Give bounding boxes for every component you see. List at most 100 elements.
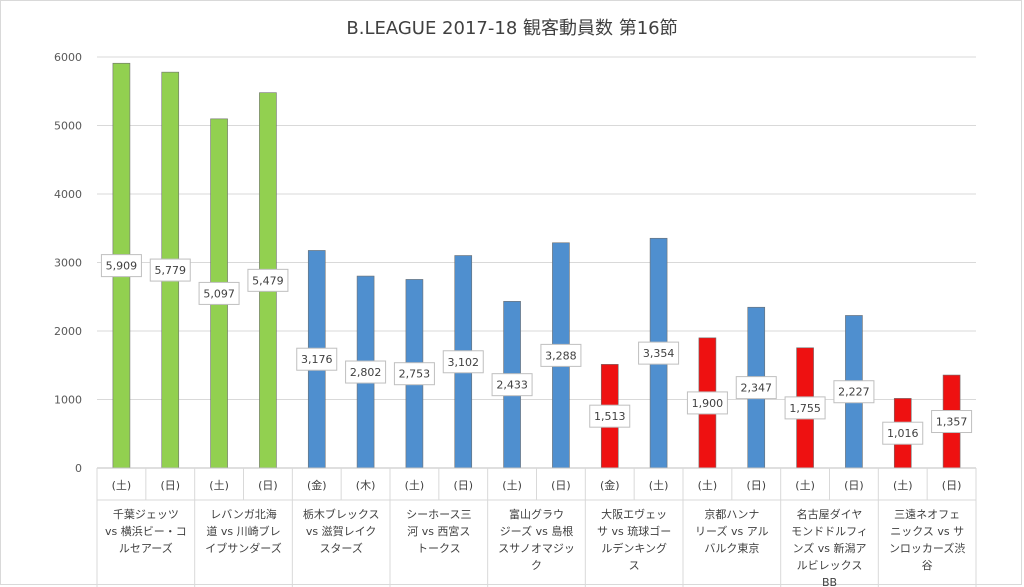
- x-matchup-label: サ vs 琉球ゴー: [597, 524, 671, 538]
- x-matchup-label: ジーズ vs 島根: [500, 524, 574, 538]
- data-label: 3,176: [301, 353, 333, 366]
- data-label-box: [198, 281, 240, 305]
- data-label-box: [296, 347, 338, 371]
- data-label-box: [882, 421, 924, 445]
- x-day-label: (日): [844, 479, 864, 492]
- x-day-label: (日): [258, 479, 278, 492]
- x-day-label: (日): [453, 479, 473, 492]
- data-label: 2,802: [350, 366, 382, 379]
- x-matchup-label: 富山グラウ: [509, 507, 564, 521]
- data-label-box: [735, 376, 777, 400]
- data-label: 5,779: [155, 264, 187, 277]
- data-label: 2,433: [496, 379, 528, 392]
- x-matchup-label: リーズ vs アル: [695, 524, 769, 538]
- bars: [112, 62, 961, 469]
- data-label: 1,900: [692, 397, 724, 410]
- x-day-label: (土): [893, 479, 913, 492]
- data-label-box: [540, 343, 582, 367]
- y-tick-label: 2000: [54, 325, 82, 338]
- x-matchup-label: ニックス vs サ: [890, 525, 964, 538]
- data-label-box: [149, 258, 191, 282]
- x-day-label: (日): [551, 479, 571, 492]
- data-label: 2,227: [838, 386, 870, 399]
- x-matchup-label: 道 vs 川崎ブレ: [206, 524, 280, 538]
- data-labels: 5,909 5,779 5,097 5,479 3,176 2,802 2,753 3,102…: [100, 254, 973, 445]
- y-tick-label: 5000: [54, 120, 82, 133]
- data-label: 3,354: [643, 347, 675, 360]
- x-matchup-label: スサノオマジッ: [498, 542, 575, 555]
- data-label: 1,513: [594, 410, 626, 423]
- y-tick-label: 3000: [54, 257, 82, 270]
- x-day-label: (土): [112, 479, 132, 492]
- data-label: 3,288: [545, 349, 577, 362]
- data-label-box: [442, 350, 484, 374]
- x-matchup-label: 名古屋ダイヤ: [797, 507, 863, 521]
- x-day-label: (土): [698, 479, 718, 492]
- x-matchup-label: シーホース三: [406, 508, 471, 521]
- data-label: 2,347: [741, 382, 773, 395]
- x-matchup-label: 千葉ジェッツ: [113, 507, 179, 521]
- x-day-label: (土): [209, 479, 229, 492]
- x-matchup-label: レバンガ北海: [210, 507, 277, 521]
- x-matchup-label: ンズ vs 新潟ア: [792, 541, 866, 555]
- data-label-box: [638, 341, 680, 365]
- y-tick-label: 6000: [54, 51, 82, 64]
- data-label-box: [247, 268, 289, 292]
- x-matchup-label: トークス: [417, 542, 461, 555]
- x-matchup-label: ルビレックス: [797, 559, 863, 572]
- data-label: 1,357: [936, 416, 968, 429]
- data-label-box: [784, 396, 826, 420]
- x-day-label: (金): [307, 478, 327, 492]
- data-label-box: [345, 360, 387, 384]
- x-matchup-label: バルク東京: [704, 541, 759, 555]
- x-day-label: (土): [649, 479, 669, 492]
- data-label-box: [100, 254, 142, 278]
- y-tick-label: 0: [75, 462, 82, 475]
- gridlines: [97, 56, 976, 469]
- x-matchup-label: イブサンダーズ: [205, 541, 281, 555]
- x-matchup-label: BB: [822, 576, 837, 587]
- x-matchup-label: 京都ハンナ: [704, 507, 759, 521]
- x-matchup-label: 栃木ブレックス: [303, 507, 380, 521]
- data-label-box: [589, 404, 631, 428]
- x-matchup-label: 河 vs 西宮ス: [407, 524, 470, 538]
- x-axis: (土) (日) (土) (日) (金) (木) (土) (日) (土) (日) (金) (土) (土) (…: [96, 467, 977, 587]
- x-day-label: (金): [600, 478, 620, 492]
- x-day-label: (土): [405, 479, 425, 492]
- y-axis: 0 1000 2000 3000 4000 5000 6000: [54, 51, 82, 475]
- x-matchup-label: vs 横浜ビー・コ: [105, 524, 187, 538]
- data-label: 2,753: [399, 368, 431, 381]
- x-matchup-label: ルセアーズ: [119, 541, 173, 555]
- y-tick-label: 4000: [54, 188, 82, 201]
- data-label-box: [833, 380, 875, 404]
- x-day-label: (日): [942, 479, 962, 492]
- data-label-box: [931, 410, 973, 434]
- x-matchup-label: 三遠ネオフェ: [894, 508, 960, 521]
- chart-title: B.LEAGUE 2017-18 観客動員数 第16節: [346, 18, 678, 39]
- x-matchup-label: vs 滋賀レイク: [306, 525, 377, 538]
- y-tick-label: 1000: [54, 394, 82, 407]
- x-day-label: (土): [502, 479, 522, 492]
- data-label-box: [393, 362, 435, 386]
- data-label: 1,016: [887, 427, 919, 440]
- data-label: 3,102: [448, 356, 480, 369]
- data-label: 1,755: [789, 402, 821, 415]
- x-matchup-label: ス: [629, 559, 640, 572]
- data-label: 5,909: [106, 260, 138, 273]
- x-day-label: (木): [356, 479, 376, 492]
- x-matchup-label: 大阪エヴェッ: [601, 507, 667, 521]
- x-day-label: (土): [795, 479, 815, 492]
- x-matchup-label: ンロッカーズ渋: [889, 541, 965, 555]
- x-matchup-label: スターズ: [319, 541, 362, 555]
- data-label: 5,479: [252, 274, 284, 287]
- data-label: 5,097: [203, 287, 235, 300]
- x-matchup-label: モンドドルフィ: [791, 525, 868, 538]
- x-day-label: (日): [746, 479, 766, 492]
- data-label-box: [491, 373, 533, 397]
- x-matchup-label: ルデンキング: [601, 541, 667, 555]
- x-matchup-label: ク: [531, 559, 542, 572]
- data-label-box: [686, 391, 728, 415]
- x-matchup-label: 谷: [922, 559, 933, 572]
